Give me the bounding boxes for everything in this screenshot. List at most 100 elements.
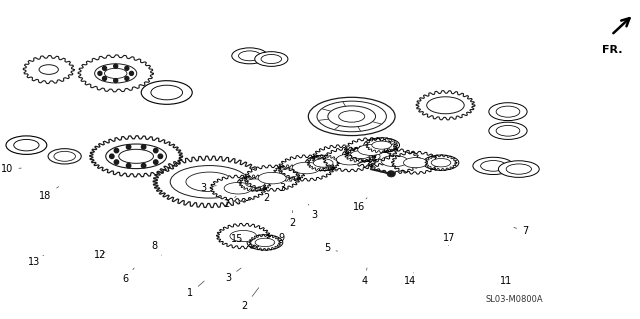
Text: FR.: FR.: [602, 45, 622, 55]
Circle shape: [115, 148, 118, 153]
Polygon shape: [153, 156, 266, 207]
Ellipse shape: [261, 55, 282, 63]
Text: 11: 11: [500, 276, 512, 286]
Circle shape: [141, 163, 146, 168]
Circle shape: [141, 145, 146, 149]
Ellipse shape: [372, 141, 392, 149]
Polygon shape: [90, 136, 182, 177]
Circle shape: [98, 71, 102, 75]
Ellipse shape: [6, 136, 47, 154]
Polygon shape: [392, 151, 439, 174]
Ellipse shape: [245, 179, 265, 187]
Text: 3: 3: [308, 204, 318, 220]
Ellipse shape: [104, 68, 127, 78]
Text: 2: 2: [241, 288, 259, 311]
Polygon shape: [368, 149, 421, 174]
Text: 3: 3: [200, 183, 216, 193]
Ellipse shape: [314, 159, 333, 167]
Circle shape: [114, 78, 118, 83]
Ellipse shape: [170, 166, 249, 198]
Ellipse shape: [387, 171, 396, 177]
Text: 7: 7: [514, 226, 528, 236]
Ellipse shape: [39, 65, 58, 74]
Circle shape: [102, 77, 106, 80]
Text: 15: 15: [230, 234, 243, 244]
Text: 2: 2: [264, 190, 270, 203]
Ellipse shape: [230, 230, 257, 242]
Ellipse shape: [473, 157, 514, 174]
Circle shape: [114, 64, 118, 68]
Text: 2: 2: [223, 197, 236, 209]
Ellipse shape: [247, 235, 283, 250]
Ellipse shape: [232, 48, 268, 64]
Ellipse shape: [351, 151, 370, 159]
Ellipse shape: [48, 149, 81, 164]
Text: SL03-M0800A: SL03-M0800A: [485, 295, 543, 304]
Text: 8: 8: [151, 241, 162, 255]
Text: 1: 1: [188, 281, 204, 299]
Text: 5: 5: [324, 243, 337, 253]
Text: 3: 3: [225, 268, 241, 283]
Ellipse shape: [13, 139, 39, 151]
Circle shape: [127, 163, 131, 168]
Circle shape: [127, 145, 131, 149]
Ellipse shape: [337, 154, 363, 165]
Ellipse shape: [427, 97, 464, 114]
Ellipse shape: [237, 175, 273, 191]
Ellipse shape: [239, 51, 260, 61]
Ellipse shape: [255, 238, 275, 247]
Ellipse shape: [404, 158, 428, 168]
Text: 10: 10: [1, 164, 21, 174]
Text: 13: 13: [28, 255, 44, 267]
Polygon shape: [278, 155, 334, 181]
Ellipse shape: [106, 144, 166, 168]
Ellipse shape: [481, 160, 506, 171]
Ellipse shape: [358, 152, 380, 161]
Ellipse shape: [151, 85, 182, 100]
Ellipse shape: [308, 97, 395, 136]
Text: 16: 16: [353, 198, 367, 212]
Circle shape: [125, 77, 129, 80]
Ellipse shape: [141, 81, 192, 104]
Text: 9: 9: [273, 233, 285, 243]
Ellipse shape: [54, 151, 76, 161]
Polygon shape: [216, 223, 270, 249]
Ellipse shape: [255, 52, 288, 66]
Circle shape: [158, 154, 163, 159]
Ellipse shape: [119, 149, 154, 163]
Circle shape: [102, 66, 106, 70]
Ellipse shape: [496, 106, 520, 117]
Ellipse shape: [381, 155, 408, 167]
Polygon shape: [210, 175, 266, 201]
Ellipse shape: [328, 106, 376, 127]
Ellipse shape: [95, 64, 137, 83]
Ellipse shape: [489, 103, 527, 121]
Text: 6: 6: [122, 268, 134, 284]
Ellipse shape: [317, 101, 387, 132]
Ellipse shape: [342, 147, 378, 162]
Polygon shape: [344, 138, 397, 162]
Ellipse shape: [271, 165, 307, 181]
Ellipse shape: [358, 145, 385, 155]
Ellipse shape: [423, 155, 459, 170]
Polygon shape: [416, 91, 475, 120]
Ellipse shape: [292, 162, 320, 174]
Circle shape: [129, 71, 134, 75]
Ellipse shape: [339, 111, 365, 122]
Circle shape: [154, 160, 158, 164]
Ellipse shape: [258, 172, 286, 184]
Text: 4: 4: [362, 268, 367, 286]
Ellipse shape: [280, 169, 299, 177]
Text: 3: 3: [280, 181, 289, 193]
Polygon shape: [346, 145, 392, 167]
Circle shape: [125, 66, 129, 70]
Ellipse shape: [305, 155, 341, 171]
Polygon shape: [323, 147, 376, 172]
Ellipse shape: [431, 159, 451, 167]
Polygon shape: [23, 56, 74, 84]
Ellipse shape: [496, 125, 520, 136]
Text: 17: 17: [442, 233, 455, 246]
Text: 14: 14: [404, 273, 417, 286]
Ellipse shape: [364, 138, 399, 152]
Ellipse shape: [224, 182, 252, 194]
